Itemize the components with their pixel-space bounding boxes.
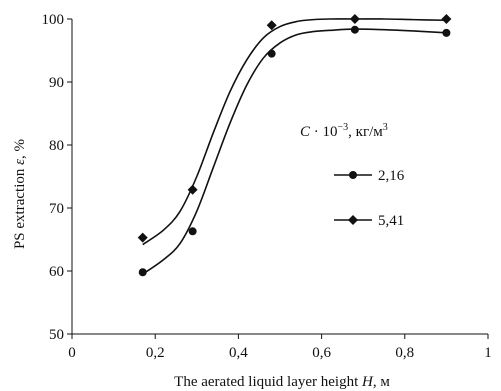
data-point-circle xyxy=(442,28,451,37)
legend-marker-diamond xyxy=(348,215,358,225)
legend-entry: 5,41 xyxy=(334,213,404,229)
series-markers xyxy=(137,14,452,277)
x-tick-label: 0,8 xyxy=(395,345,414,361)
series-curves xyxy=(142,18,447,275)
data-point-circle xyxy=(267,49,276,58)
y-tick-label: 50 xyxy=(49,327,64,343)
legend-label: 5,41 xyxy=(378,213,404,229)
legend-entries: 2,16 5,41 xyxy=(334,168,405,229)
legend-label: 2,16 xyxy=(378,168,405,184)
y-tick-label: 100 xyxy=(42,12,65,28)
x-tick-label: 1 xyxy=(484,345,492,361)
legend-title: C · 10−3, кг/м3 xyxy=(300,122,388,140)
series-line-2 xyxy=(142,18,447,246)
x-ticks: 0 0,2 0,4 0,6 0,8 1 xyxy=(68,334,492,361)
x-tick-label: 0,6 xyxy=(312,345,331,361)
legend: C · 10−3, кг/м3 2,16 5,41 xyxy=(300,122,405,229)
data-point-diamond xyxy=(187,184,198,195)
x-tick-label: 0,2 xyxy=(146,345,165,361)
y-tick-label: 60 xyxy=(49,264,64,280)
x-tick-label: 0,4 xyxy=(229,345,248,361)
x-axis-label: The aerated liquid layer height H, м xyxy=(174,374,390,390)
data-point-diamond xyxy=(137,232,148,243)
data-point-circle xyxy=(188,227,197,236)
y-tick-label: 70 xyxy=(49,201,64,217)
x-tick-label: 0 xyxy=(68,345,76,361)
axes xyxy=(71,19,488,335)
y-axis-label: PS extraction ε, % xyxy=(12,139,28,249)
data-point-circle xyxy=(350,25,359,34)
data-point-diamond xyxy=(349,14,360,24)
y-ticks: 50 60 70 80 90 100 xyxy=(42,12,72,343)
series-line-1 xyxy=(142,28,447,275)
y-tick-label: 90 xyxy=(49,75,64,91)
data-point-diamond xyxy=(266,20,277,31)
data-point-circle xyxy=(138,268,147,277)
legend-entry: 2,16 xyxy=(334,168,405,184)
legend-marker-circle xyxy=(349,171,357,179)
data-point-diamond xyxy=(441,14,452,24)
y-tick-label: 80 xyxy=(49,138,64,154)
